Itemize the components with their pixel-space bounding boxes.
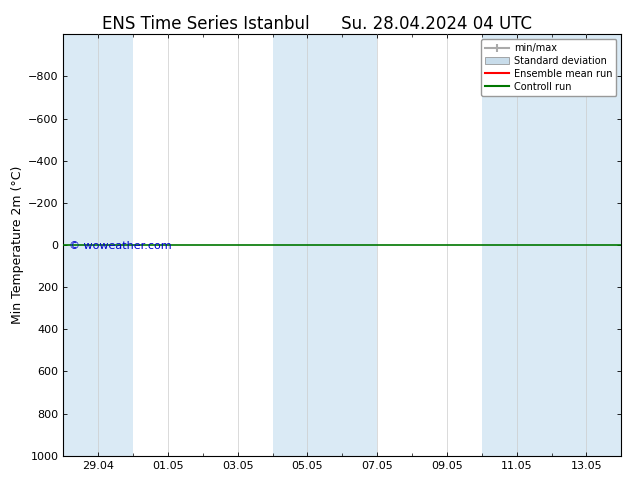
Y-axis label: Min Temperature 2m (°C): Min Temperature 2m (°C) <box>11 166 24 324</box>
Bar <box>63 34 133 456</box>
Text: © woweather.com: © woweather.com <box>69 241 172 251</box>
Bar <box>552 34 621 456</box>
Bar <box>482 34 517 456</box>
Bar <box>342 34 377 456</box>
Bar <box>517 34 552 456</box>
Bar <box>273 34 342 456</box>
Text: ENS Time Series Istanbul      Su. 28.04.2024 04 UTC: ENS Time Series Istanbul Su. 28.04.2024 … <box>102 15 532 33</box>
Legend: min/max, Standard deviation, Ensemble mean run, Controll run: min/max, Standard deviation, Ensemble me… <box>481 39 616 96</box>
